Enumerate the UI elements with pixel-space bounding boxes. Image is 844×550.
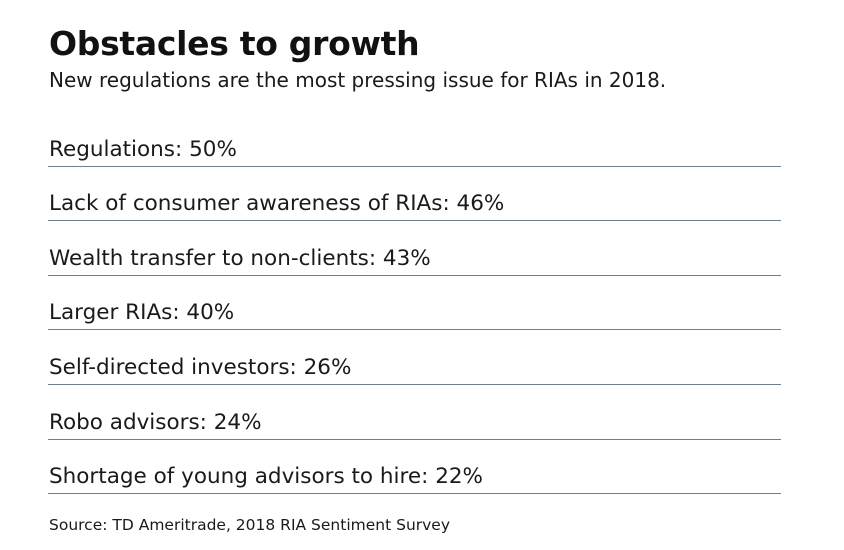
row-divider (48, 220, 781, 222)
obstacle-list: Regulations: 50% Lack of consumer awaren… (48, 112, 781, 495)
row-divider (48, 383, 781, 385)
chart-subtitle: New regulations are the most pressing is… (49, 68, 667, 92)
obstacle-label: Self-directed investors: 26% (49, 354, 352, 380)
chart-title: Obstacles to growth (49, 24, 420, 63)
obstacle-row-young-advisors: Shortage of young advisors to hire: 22% (48, 440, 781, 495)
row-divider (48, 438, 781, 440)
row-divider (48, 165, 781, 167)
obstacle-label: Robo advisors: 24% (49, 409, 262, 435)
obstacle-row-wealth-transfer: Wealth transfer to non-clients: 43% (48, 221, 781, 276)
row-divider (48, 329, 781, 331)
obstacle-label: Larger RIAs: 40% (49, 300, 235, 326)
row-divider (48, 493, 781, 495)
obstacle-row-larger-rias: Larger RIAs: 40% (48, 276, 781, 331)
obstacle-label: Wealth transfer to non-clients: 43% (49, 245, 431, 271)
obstacle-row-robo-advisors: Robo advisors: 24% (48, 385, 781, 440)
row-divider (48, 274, 781, 276)
obstacle-label: Shortage of young advisors to hire: 22% (49, 464, 483, 490)
obstacle-row-self-directed: Self-directed investors: 26% (48, 330, 781, 385)
obstacle-label: Regulations: 50% (49, 136, 237, 162)
obstacle-row-regulations: Regulations: 50% (48, 112, 781, 167)
obstacle-label: Lack of consumer awareness of RIAs: 46% (49, 191, 505, 217)
obstacle-row-consumer-awareness: Lack of consumer awareness of RIAs: 46% (48, 167, 781, 222)
source-note: Source: TD Ameritrade, 2018 RIA Sentimen… (49, 516, 451, 534)
